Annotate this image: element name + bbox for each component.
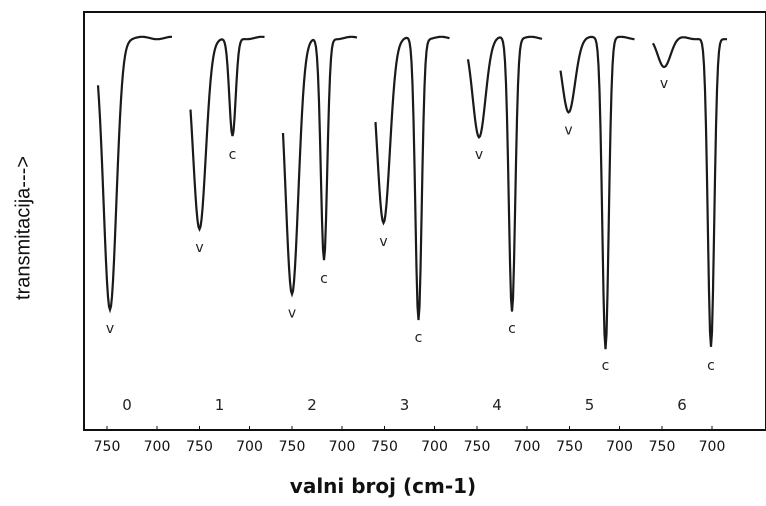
- x-tick-label: 750: [464, 439, 491, 455]
- x-tick-label: 700: [514, 439, 541, 455]
- spectrum-line-2: [281, 35, 358, 298]
- panel-label-2: 2: [307, 396, 317, 414]
- peak-label-v-0: v: [106, 321, 114, 337]
- x-tick-label: 700: [236, 439, 263, 455]
- x-tick-label: 750: [279, 439, 306, 455]
- x-tick-label: 700: [699, 439, 726, 455]
- peak-label-c-2: c: [320, 271, 328, 287]
- spectra-layer: v 0 v c 1 v c 2 v c 3 v c 4 v c 5 v c 6: [96, 35, 728, 414]
- peak-label-v-3: v: [379, 234, 387, 250]
- peak-label-c-6: c: [707, 358, 715, 374]
- peak-label-v-1: v: [195, 240, 203, 256]
- x-tick-label: 750: [556, 439, 583, 455]
- peak-label-c-4: c: [508, 321, 516, 337]
- peak-label-v-2: v: [288, 305, 296, 321]
- x-tick-label: 750: [186, 439, 213, 455]
- panel-label-4: 4: [492, 396, 502, 414]
- peak-label-v-4: v: [475, 147, 483, 163]
- spectrum-line-1: [189, 35, 265, 233]
- peak-label-c-1: c: [229, 147, 237, 163]
- spectrum-line-5: [559, 35, 635, 350]
- x-tick-label: 700: [329, 439, 356, 455]
- x-tick-label: 700: [421, 439, 448, 455]
- panel-label-5: 5: [585, 396, 595, 414]
- panel-label-0: 0: [122, 396, 132, 414]
- spectrum-line-6: [652, 36, 728, 347]
- spectrum-line-0: [96, 35, 172, 314]
- x-tick-label: 700: [606, 439, 633, 455]
- x-tick-label: 700: [144, 439, 171, 455]
- x-tick-label: 750: [371, 439, 398, 455]
- peak-label-c-3: c: [415, 330, 423, 346]
- y-axis-label: transmitacija--->: [12, 156, 35, 300]
- panel-label-3: 3: [400, 396, 410, 414]
- spectrum-line-3: [374, 35, 450, 321]
- peak-label-c-5: c: [602, 358, 610, 374]
- panel-label-6: 6: [677, 396, 687, 414]
- spectrum-line-4: [466, 35, 543, 312]
- x-tick-label: 750: [94, 439, 121, 455]
- x-ticks-layer: 750 700 750 700 750 700 750 700 750 700 750 700 750 7…: [94, 426, 726, 455]
- x-axis-label: valni broj (cm-1): [289, 474, 477, 498]
- panel-label-1: 1: [215, 396, 225, 414]
- x-tick-label: 750: [649, 439, 676, 455]
- peak-label-v-6: v: [660, 76, 668, 92]
- peak-label-v-5: v: [564, 122, 572, 138]
